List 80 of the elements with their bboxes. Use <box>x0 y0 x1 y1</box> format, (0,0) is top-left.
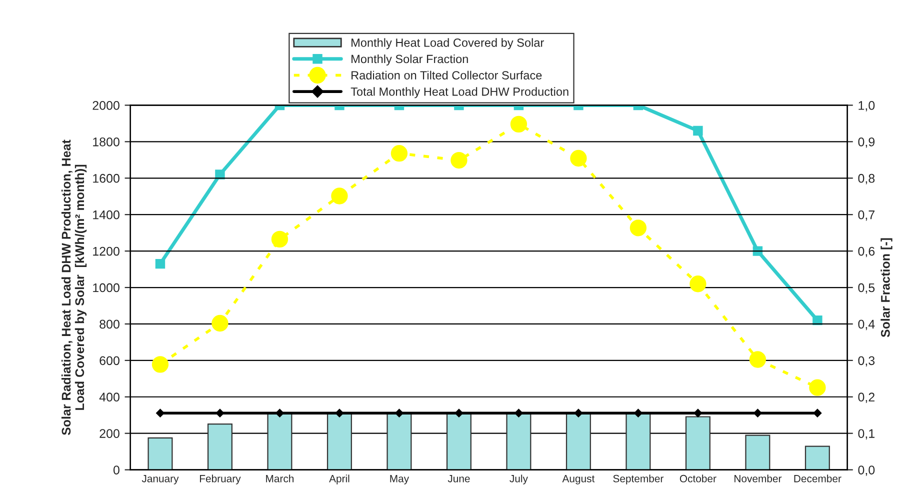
y2-tick-label: 0,6 <box>858 246 875 258</box>
point <box>335 408 344 418</box>
legend-label: Radiation on Tilted Collector Surface <box>352 70 542 80</box>
x-tick-label: November <box>734 474 782 482</box>
legend-label: Monthly Solar Fraction <box>352 54 468 66</box>
point <box>813 408 822 418</box>
point <box>212 314 228 332</box>
x-tick-label: January <box>142 475 179 484</box>
point <box>574 408 583 418</box>
y-tick-label: 600 <box>100 356 120 366</box>
point <box>331 188 348 204</box>
point <box>812 315 822 326</box>
point <box>276 408 284 418</box>
bar <box>148 437 173 470</box>
bar <box>506 412 532 470</box>
point <box>694 408 702 418</box>
legend-label: Total Monthly Heat Load DHW Production <box>350 87 568 98</box>
y2-tick-label: 0,0 <box>858 466 875 476</box>
y-tick-label: 800 <box>100 320 120 329</box>
y2-tick-label: 0,1 <box>858 429 874 440</box>
bar <box>566 412 591 470</box>
y-tick-label: 400 <box>99 392 120 402</box>
point <box>634 408 642 418</box>
point <box>450 152 468 169</box>
y-tick-label: 1400 <box>93 210 120 220</box>
point <box>155 258 166 269</box>
bar <box>626 412 651 470</box>
y2-tick-label: 1,0 <box>858 101 875 112</box>
point <box>216 408 224 418</box>
x-tick-label: February <box>200 474 241 484</box>
y-tick-label: 200 <box>100 429 120 438</box>
y2-tick-label: 0,4 <box>858 320 875 330</box>
point <box>809 379 826 396</box>
bar <box>386 412 412 470</box>
point <box>156 408 164 418</box>
y-tick-label: 1600 <box>93 174 120 183</box>
bar <box>804 446 830 470</box>
y-axis-title: Solar Radiation, Heat Load DHW Production, Heat Load Covered by Solar [kWh/(m² month)] <box>61 140 87 436</box>
y-tick-label: 1200 <box>93 246 120 256</box>
y2-tick-label: 0,5 <box>858 283 875 294</box>
bar <box>326 412 352 470</box>
point <box>271 230 288 248</box>
y-tick-label: 1000 <box>93 283 120 292</box>
point <box>754 408 762 418</box>
y2-tick-label: 0,9 <box>858 137 875 148</box>
x-tick-label: August <box>562 475 595 484</box>
y2-tick-label: 0,3 <box>858 356 875 367</box>
legend-label: Monthly Heat Load Covered by Solar <box>352 38 544 50</box>
point <box>752 246 763 256</box>
point <box>390 145 408 162</box>
y2-tick-label: 0,2 <box>858 392 874 404</box>
y2-axis-title: Solar Fraction [-] <box>880 238 892 338</box>
point <box>454 408 464 418</box>
point <box>749 351 766 368</box>
point <box>215 170 225 180</box>
bar <box>685 416 710 470</box>
y-tick-label: 2000 <box>92 101 120 110</box>
bar <box>207 423 232 470</box>
x-tick-label: September <box>613 474 664 484</box>
point <box>510 116 528 133</box>
x-tick-label: October <box>680 474 716 482</box>
y2-tick-label: 0,7 <box>858 210 874 221</box>
point <box>690 276 706 292</box>
x-tick-label: June <box>448 475 470 482</box>
y2-tick-label: 0,8 <box>858 174 875 184</box>
point <box>630 220 647 236</box>
point <box>570 150 587 167</box>
y-tick-label: 1800 <box>93 137 120 146</box>
bar <box>267 412 292 470</box>
point <box>395 408 404 418</box>
bar <box>446 412 472 470</box>
x-tick-label: April <box>329 474 350 484</box>
point <box>514 408 523 418</box>
x-tick-label: July <box>510 474 528 484</box>
x-tick-label: March <box>266 474 294 482</box>
y-tick-label: 0 <box>113 466 120 474</box>
bar <box>745 434 770 470</box>
point <box>152 356 169 373</box>
x-tick-label: May <box>390 475 410 484</box>
x-tick-label: December <box>794 474 842 482</box>
